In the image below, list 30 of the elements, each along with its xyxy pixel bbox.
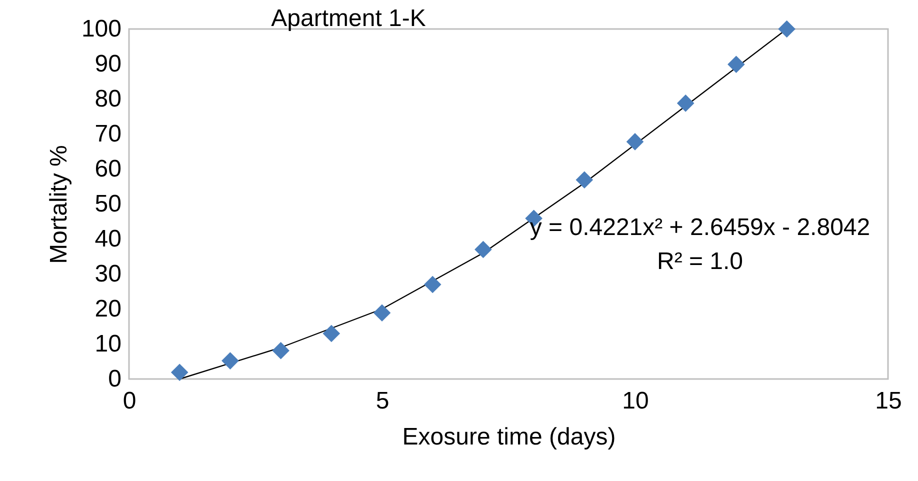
y-tick-label: 20 — [94, 296, 122, 322]
point — [424, 276, 442, 294]
point — [272, 342, 290, 360]
point — [322, 324, 340, 342]
y-tick-label: 50 — [94, 190, 122, 218]
x-tick-label: 10 — [622, 388, 649, 414]
annotation: R² = 1.0 — [656, 248, 744, 275]
chart-title: Apartment 1-K — [271, 5, 426, 32]
point — [626, 133, 644, 150]
y-tick-label: 80 — [94, 86, 122, 112]
y-tick-label: 30 — [94, 260, 122, 288]
y-tick-label: 0 — [108, 366, 122, 392]
x-tick-label: 5 — [376, 388, 390, 414]
y-tick-label: 100 — [81, 16, 122, 42]
point — [676, 94, 694, 112]
point — [170, 364, 188, 382]
y-axis-title: Mortality % — [45, 145, 72, 264]
point — [373, 304, 391, 322]
point — [222, 352, 239, 370]
y-tick-label: 60 — [94, 156, 122, 182]
y-tick-label: 90 — [94, 50, 122, 78]
point — [728, 56, 745, 74]
y-tick-label: 70 — [94, 120, 122, 148]
y-tick-label: 40 — [94, 226, 122, 252]
point — [474, 240, 492, 258]
point — [778, 20, 796, 38]
x-tick-label: 15 — [875, 388, 902, 414]
y-tick-label: 10 — [94, 330, 122, 358]
x-axis-title: Exosure time (days) — [402, 424, 616, 450]
point — [576, 171, 594, 189]
